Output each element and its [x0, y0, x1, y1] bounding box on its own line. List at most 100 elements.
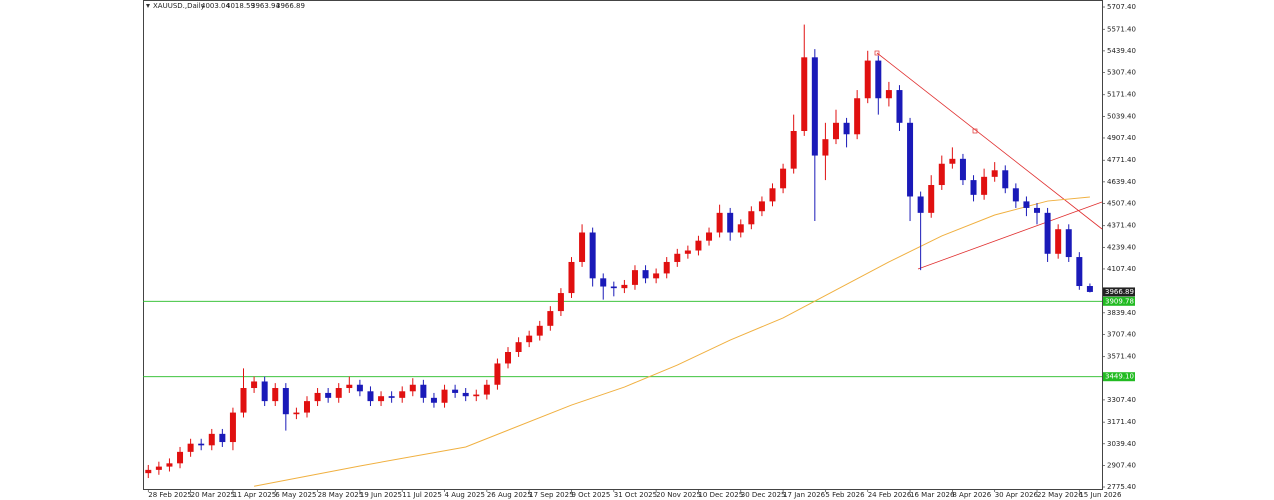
candle-body	[642, 270, 649, 279]
x-tick-label: 20 Mar 2025	[191, 491, 235, 499]
plot-frame	[143, 0, 1103, 490]
y-tick-label: 2775.40	[1107, 483, 1136, 491]
candle-body	[483, 384, 490, 395]
candle-body	[409, 384, 416, 392]
header-open: 4003.04	[201, 2, 230, 10]
candle-body	[187, 443, 194, 452]
candle-body	[325, 392, 332, 398]
y-tick-label: 5039.40	[1107, 112, 1136, 120]
x-tick-label: 4 Aug 2025	[445, 491, 485, 499]
x-tick-label: 30 Dec 2025	[741, 491, 786, 499]
candle-body	[505, 352, 512, 364]
candle-body	[303, 401, 310, 413]
x-tick-label: 5 Feb 2026	[825, 491, 865, 499]
candle-body	[515, 342, 522, 353]
candle-body	[198, 443, 205, 446]
candle-body	[621, 284, 628, 289]
chart-title: XAUUSD.,Daily	[153, 2, 205, 10]
y-tick-label: 4771.40	[1107, 156, 1136, 164]
x-tick-label: 26 Aug 2025	[487, 491, 532, 499]
candle-body	[346, 384, 353, 389]
candle-body	[1055, 229, 1062, 254]
price-box	[1103, 287, 1135, 297]
anchor	[874, 50, 880, 56]
candle-body	[959, 158, 966, 181]
y-tick-label: 5571.40	[1107, 25, 1136, 33]
price-label: 3966.89	[1105, 288, 1134, 296]
candle-body	[557, 293, 564, 312]
x-tick-label: 30 Apr 2026	[995, 491, 1039, 499]
candle-body	[949, 158, 956, 164]
candle-body	[653, 273, 660, 279]
x-tick-label: 6 May 2025	[275, 491, 316, 499]
candle-body	[1023, 201, 1030, 208]
candle-body	[758, 201, 765, 212]
candle-body	[737, 224, 744, 233]
x-tick-label: 17 Jan 2026	[783, 491, 826, 499]
y-tick-label: 4907.40	[1107, 134, 1136, 142]
x-tick-label: 10 Dec 2025	[698, 491, 743, 499]
header-low: 3963.94	[251, 2, 280, 10]
y-tick-label: 4371.40	[1107, 222, 1136, 230]
candle-body	[229, 412, 236, 443]
candle-body	[600, 278, 607, 287]
candle-body	[1076, 257, 1083, 287]
candle-body	[261, 381, 268, 402]
candle-body	[145, 469, 152, 474]
candle-body	[727, 212, 734, 233]
candle-body	[219, 433, 226, 443]
candle-body	[695, 240, 702, 251]
candle-body	[991, 170, 998, 177]
candle-body	[208, 433, 215, 446]
candle-body	[864, 60, 871, 99]
candle-body	[526, 335, 533, 343]
candle-body	[716, 212, 723, 233]
y-tick-label: 3307.40	[1107, 396, 1136, 404]
candle-body	[832, 122, 839, 140]
y-tick-label: 2907.40	[1107, 461, 1136, 469]
candle-body	[769, 188, 776, 202]
candle-body	[547, 311, 554, 326]
candle-body	[822, 139, 829, 156]
y-tick-label: 5171.40	[1107, 91, 1136, 99]
candle-body	[843, 122, 850, 135]
level-label: 3449.10	[1105, 373, 1134, 381]
y-tick-label: 3839.40	[1107, 309, 1136, 317]
candle-body	[251, 381, 258, 389]
candle-body	[536, 325, 543, 336]
candle-body	[610, 286, 617, 289]
candle-body	[917, 196, 924, 213]
y-tick-label: 4639.40	[1107, 178, 1136, 186]
candle-body	[568, 261, 575, 294]
candle-body	[589, 232, 596, 279]
candle-body	[631, 270, 638, 285]
x-tick-label: 20 Nov 2025	[656, 491, 701, 499]
x-tick-label: 19 Jun 2025	[360, 491, 402, 499]
x-tick-label: 11 Apr 2025	[233, 491, 276, 499]
candle-body	[579, 232, 586, 262]
candle-body	[854, 98, 861, 135]
y-tick-label: 4507.40	[1107, 199, 1136, 207]
x-tick-label: 28 May 2025	[318, 491, 364, 499]
y-tick-label: 5439.40	[1107, 47, 1136, 55]
candle-body	[378, 396, 385, 402]
candle-body	[875, 60, 882, 99]
candle-body	[293, 412, 300, 415]
candle-body	[970, 180, 977, 195]
y-tick-label: 5307.40	[1107, 68, 1136, 76]
level-label: 3909.78	[1105, 297, 1134, 305]
x-tick-label: 22 May 2026	[1037, 491, 1083, 499]
candle-body	[452, 389, 459, 393]
candle-body	[790, 130, 797, 169]
candle-body	[1012, 188, 1019, 202]
candle-body	[420, 384, 427, 398]
level-box	[1103, 372, 1135, 382]
candle-body	[399, 391, 406, 398]
candle-body	[441, 389, 448, 403]
candle-body	[177, 451, 184, 464]
candle-body	[1034, 207, 1041, 213]
candle-body	[907, 122, 914, 197]
candle-body	[801, 57, 808, 131]
